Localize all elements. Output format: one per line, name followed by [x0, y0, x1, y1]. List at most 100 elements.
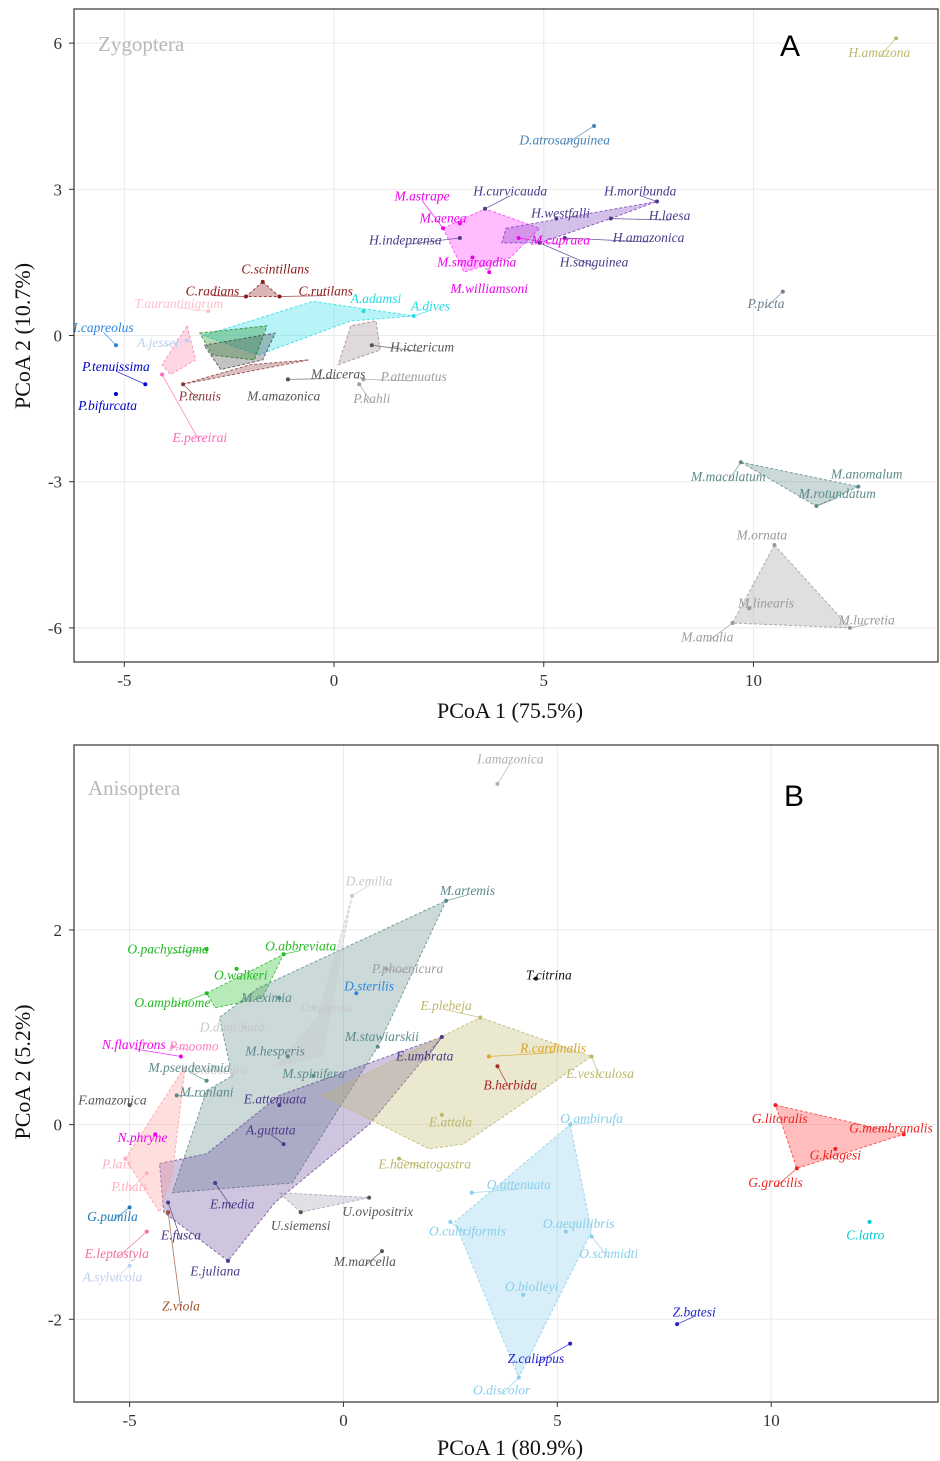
species-label: H.laesa [648, 208, 691, 223]
x-axis-title: PCoA 1 (80.9%) [437, 1435, 583, 1460]
point-u-ovipositrix [367, 1195, 372, 1200]
label-leader-line [488, 1052, 554, 1057]
species-label: U.siemensi [271, 1218, 331, 1233]
species-label: P.kahli [352, 391, 390, 406]
point-o-ambirufa [568, 1122, 573, 1127]
point-m-williamsoni [487, 270, 492, 275]
species-label: M.ronlani [179, 1084, 234, 1099]
species-label: M.lucretia [838, 613, 895, 628]
leader-lines [112, 763, 798, 1395]
x-tick-label: 0 [330, 671, 339, 690]
species-hull [501, 201, 658, 244]
species-label: M.anomalum [830, 466, 903, 481]
point-h-amazona [894, 36, 899, 41]
species-label: B.herbida [483, 1078, 537, 1093]
label-leader-line [116, 1231, 147, 1259]
species-label: E.leptostyla [84, 1246, 149, 1261]
point-m-spinifera [311, 1073, 316, 1078]
label-leader-line [172, 1046, 194, 1052]
species-label: G.klagesi [810, 1148, 862, 1163]
species-label: M.marcella [333, 1254, 396, 1269]
point-z-viola [166, 1210, 171, 1215]
point-e-plebeja [478, 1015, 483, 1020]
label-leader-line [816, 497, 838, 507]
y-tick-label: 3 [54, 180, 63, 199]
species-label: O.walkeri [214, 968, 268, 983]
point-c-rutilans [277, 294, 282, 299]
point-d-dimidiata [243, 1025, 248, 1030]
species-label: D.emilia [345, 873, 393, 888]
x-tick-label: 0 [339, 1411, 348, 1430]
species-hull [442, 208, 541, 273]
point-p-moomo [170, 1044, 175, 1049]
species-label: P.picta [747, 296, 785, 311]
point-m-anomalum [856, 484, 861, 489]
label-leader-line [610, 218, 670, 221]
species-label: H.amazona [847, 45, 910, 60]
species-label: P.attenuatus [380, 369, 447, 384]
point-i-capreolus [113, 343, 118, 348]
point-z-batesi [675, 1322, 680, 1327]
point-h-curvicauda [483, 206, 488, 211]
label-leader-line [501, 1377, 520, 1395]
species-label: E.juliana [189, 1264, 240, 1279]
label-leader-line [270, 1134, 284, 1145]
gridlines [74, 9, 938, 662]
point-c-scintillans [260, 279, 265, 284]
point-a-guttata [281, 1142, 286, 1147]
species-label: N.flavifrons [101, 1037, 166, 1052]
panel-B: I.amazonica D.emilia M.artemis O.pachystigm… [10, 744, 939, 1460]
species-label: Z.calippus [508, 1351, 565, 1366]
point-n-flavifrons [178, 1054, 183, 1059]
point-o-attenuata [469, 1190, 474, 1195]
point-m-amazonica [285, 377, 290, 382]
label-leader-line [279, 295, 326, 297]
species-hull [244, 281, 281, 297]
label-leader-line [358, 384, 373, 404]
point-f-amazonica [127, 1103, 132, 1108]
label-leader-line [363, 378, 414, 382]
point-m-lucretia [847, 625, 852, 630]
species-label: O.amphinome [134, 995, 210, 1010]
species-label: M.maculatum [690, 469, 766, 484]
label-leader-line [103, 331, 117, 346]
label-leader-line [172, 992, 207, 1008]
species-label: H.curvicauda [472, 184, 547, 199]
species-label: H.westfalli [530, 206, 590, 221]
label-leader-line [386, 968, 408, 974]
panel-border [73, 744, 939, 1403]
label-leader-line [161, 374, 201, 443]
label-leader-line [446, 1009, 481, 1018]
label-leader-line [115, 370, 146, 385]
point-p-kahli [357, 382, 362, 387]
y-tick-label: 0 [54, 327, 63, 346]
species-hull [337, 320, 381, 366]
point-h-amazonica [562, 236, 567, 241]
x-tick-label: -5 [123, 1411, 137, 1430]
label-leader-line [497, 763, 511, 785]
label-leader-line [112, 1207, 130, 1222]
point-g-litoralis [773, 1103, 778, 1108]
point-e-vesiculosa [589, 1054, 594, 1059]
species-label: H.ictericum [389, 340, 454, 355]
species-hull [202, 300, 414, 356]
point-d-atrosanguinea [592, 123, 597, 128]
species-labels: I.amazonica D.emilia M.artemis O.pachystigm… [77, 752, 932, 1398]
species-label: P.phoenicura [371, 961, 444, 976]
point-p-bifurcata [113, 391, 118, 396]
species-label: O.abbreviata [265, 938, 336, 953]
species-hull [774, 1104, 906, 1170]
point-p-attenuatus [361, 377, 366, 382]
label-leader-line [112, 1265, 130, 1282]
species-label: M.spinifera [281, 1066, 345, 1081]
species-label: E.vesiculosa [565, 1066, 634, 1081]
species-label: G.litoralis [752, 1111, 808, 1126]
point-m-cupraea [516, 236, 521, 241]
point-m-amalia [730, 621, 735, 626]
label-leader-line [591, 1236, 609, 1259]
species-label: G.gracilis [748, 1175, 802, 1190]
species-label: O.aequilibris [543, 1216, 615, 1231]
label-leader-line [167, 1202, 182, 1240]
point-e-leptostyla [144, 1229, 149, 1234]
species-hull [731, 544, 852, 629]
